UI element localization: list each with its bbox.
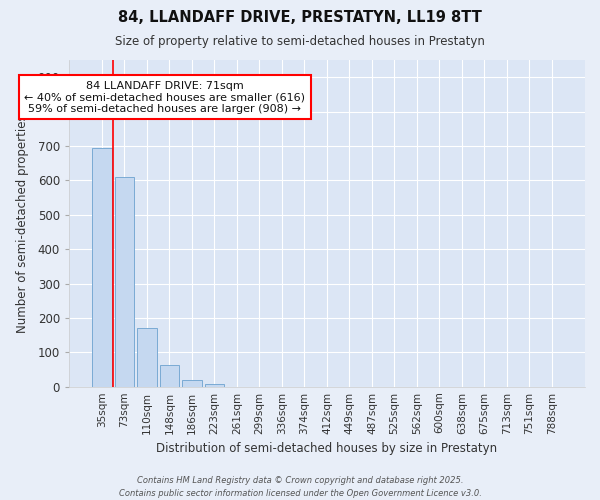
Y-axis label: Number of semi-detached properties: Number of semi-detached properties [16, 114, 29, 332]
Bar [137, 328, 157, 386]
Bar [160, 366, 179, 386]
Bar [92, 148, 112, 386]
Text: 84 LLANDAFF DRIVE: 71sqm
← 40% of semi-detached houses are smaller (616)
59% of : 84 LLANDAFF DRIVE: 71sqm ← 40% of semi-d… [25, 80, 305, 114]
Bar [205, 384, 224, 386]
Text: 84, LLANDAFF DRIVE, PRESTATYN, LL19 8TT: 84, LLANDAFF DRIVE, PRESTATYN, LL19 8TT [118, 10, 482, 25]
Text: Contains HM Land Registry data © Crown copyright and database right 2025.
Contai: Contains HM Land Registry data © Crown c… [119, 476, 481, 498]
Bar [182, 380, 202, 386]
X-axis label: Distribution of semi-detached houses by size in Prestatyn: Distribution of semi-detached houses by … [157, 442, 497, 455]
Text: Size of property relative to semi-detached houses in Prestatyn: Size of property relative to semi-detach… [115, 35, 485, 48]
Bar [115, 176, 134, 386]
